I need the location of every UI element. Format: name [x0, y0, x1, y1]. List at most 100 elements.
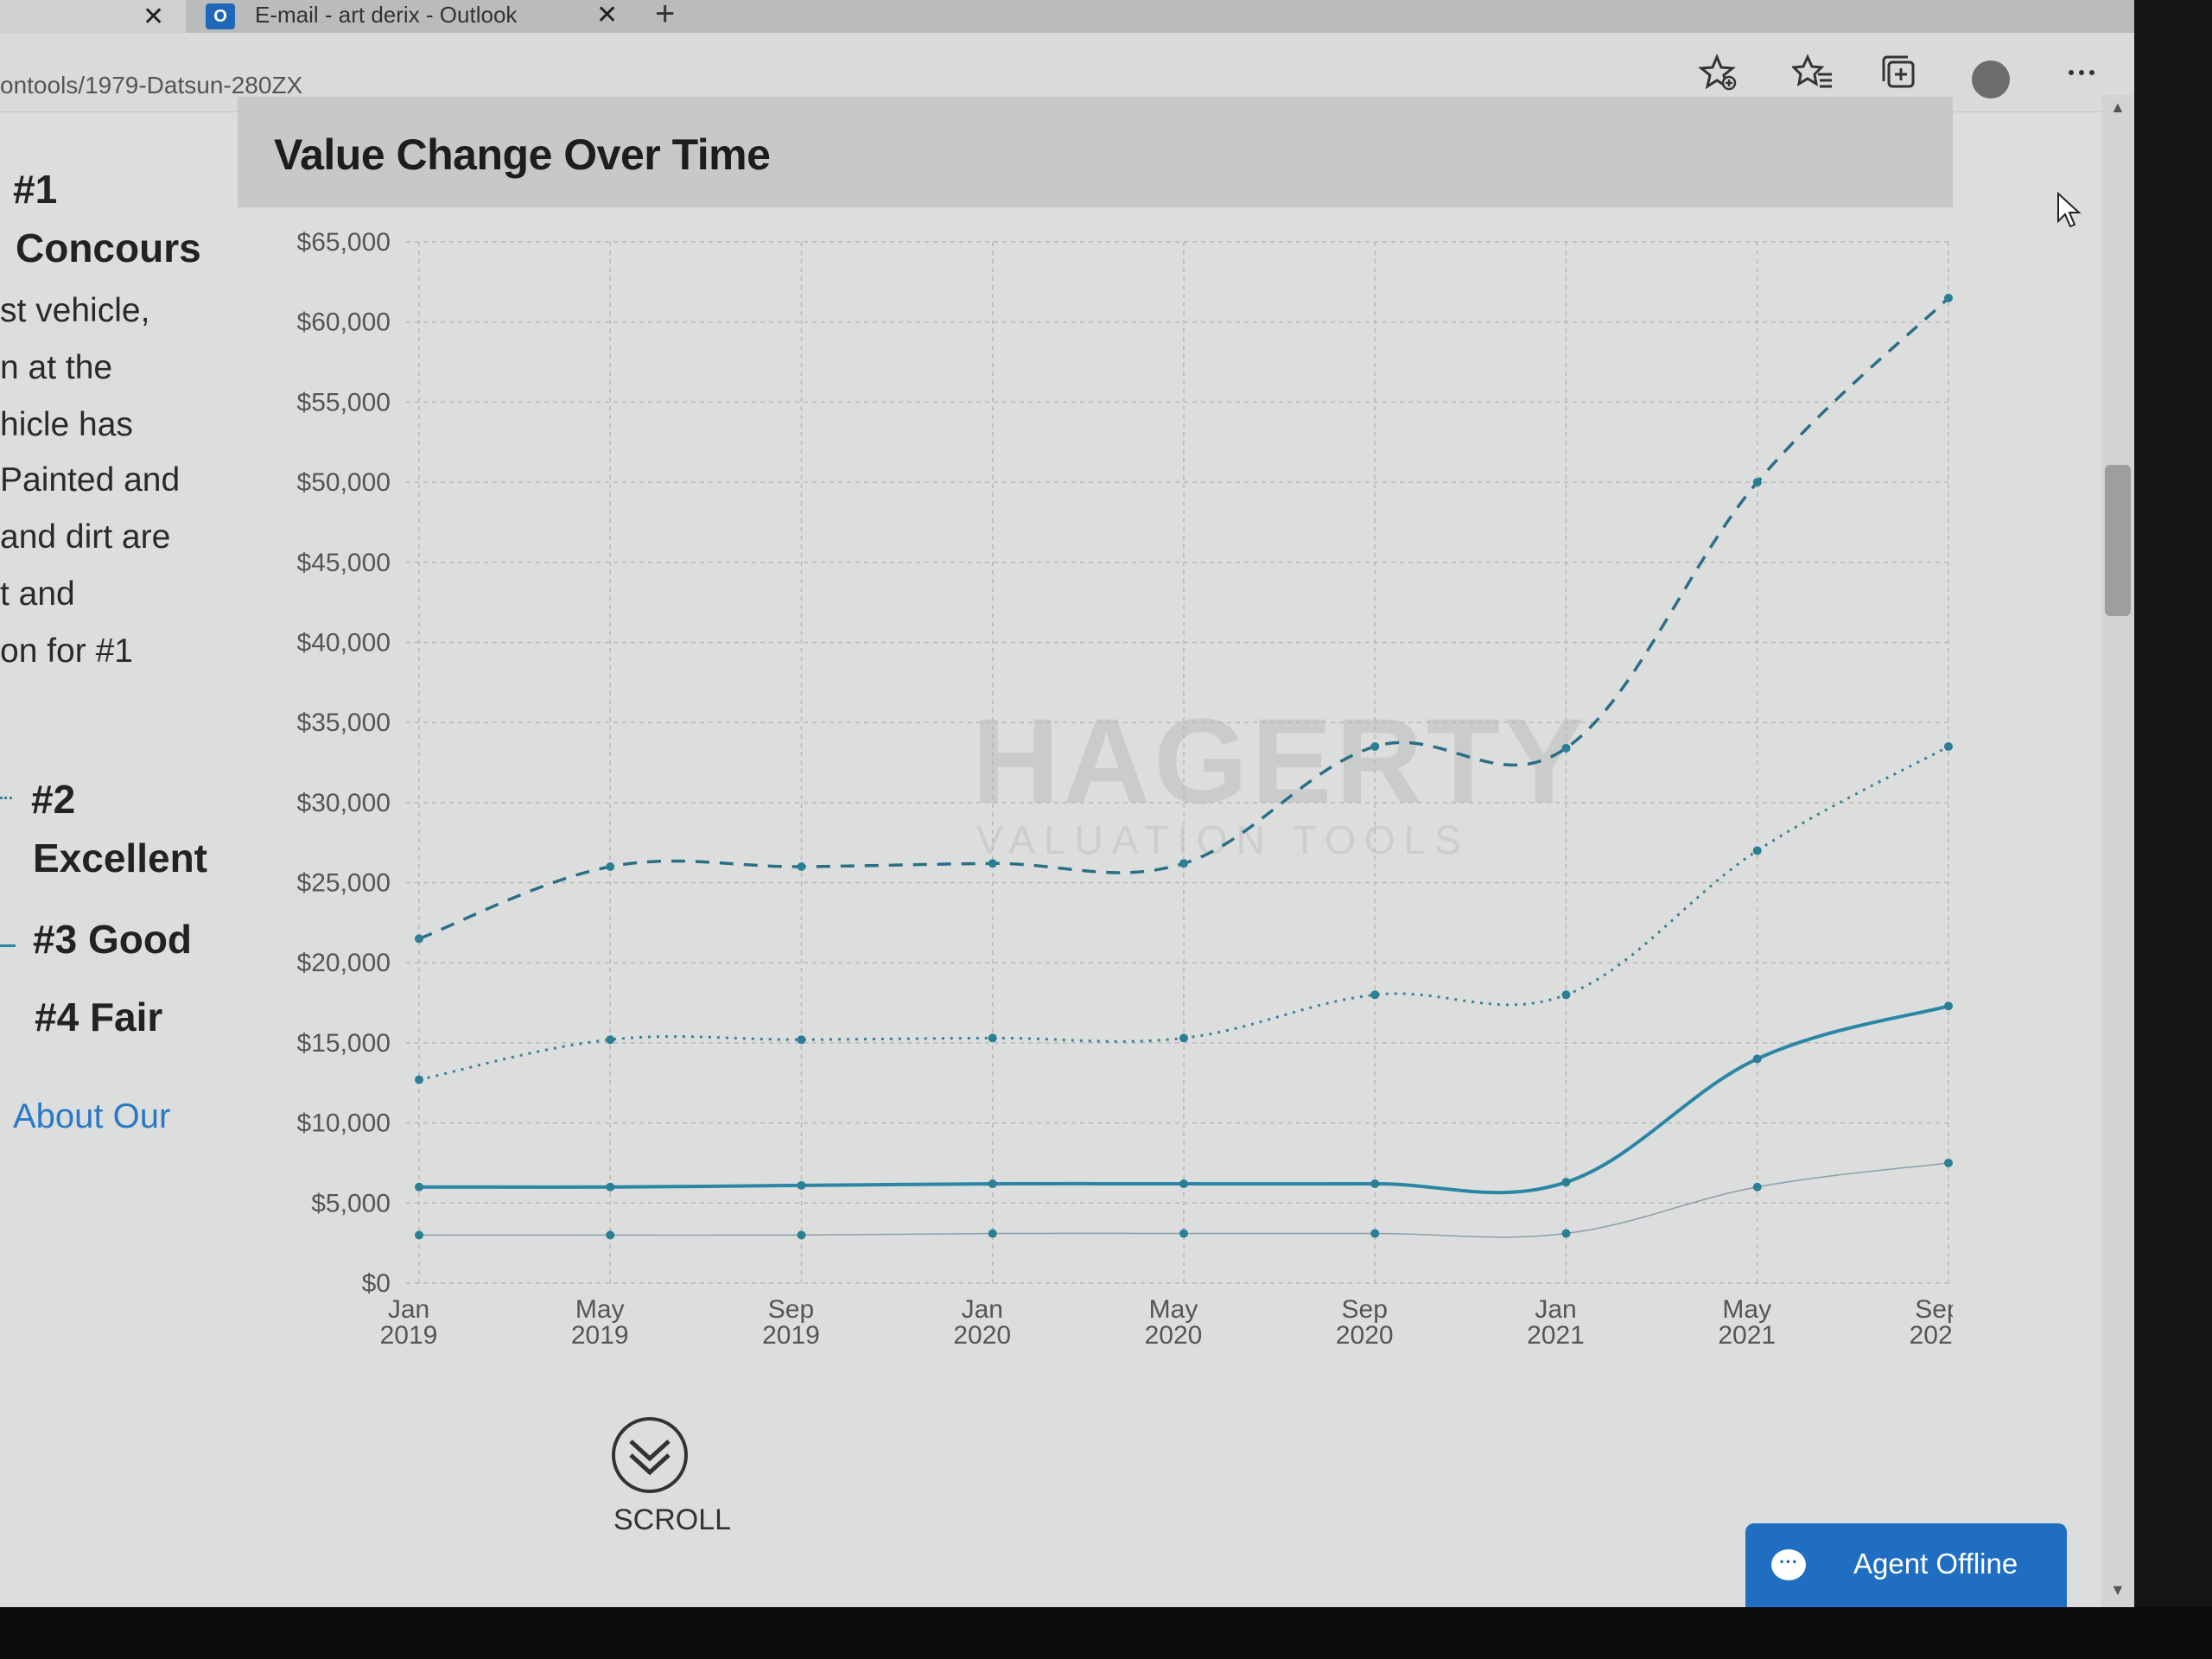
data-point — [797, 1180, 806, 1190]
scrollbar-thumb[interactable] — [2105, 465, 2131, 616]
series-line-thin — [419, 1162, 1949, 1238]
condition-legend-panel: #1 Concours st vehicle, n at the hicle h… — [0, 130, 233, 1166]
data-point — [1752, 846, 1762, 855]
y-tick-label: $15,000 — [297, 1029, 391, 1058]
y-tick-label: $65,000 — [297, 228, 391, 257]
x-tick-label: Sep — [1915, 1295, 1953, 1324]
description-line: hicle has — [0, 406, 133, 443]
scroll-label[interactable]: SCROLL — [613, 1503, 732, 1536]
y-tick-label: $5,000 — [311, 1189, 391, 1217]
data-point — [988, 1229, 997, 1238]
hagerty-watermark-sub: VALUATION TOOLS — [976, 817, 1470, 862]
outlook-icon: O — [206, 3, 235, 29]
data-point — [606, 1182, 615, 1192]
description-line: t and — [0, 575, 75, 613]
good-label: #3 Good — [33, 917, 193, 962]
x-tick-label: May — [575, 1295, 625, 1324]
data-point — [988, 1179, 997, 1189]
data-point — [1370, 741, 1380, 751]
data-point — [1944, 1158, 1953, 1167]
x-tick-label: Jan — [388, 1295, 429, 1324]
description-line: and dirt are — [0, 518, 171, 556]
series-line-dashed — [418, 296, 1950, 941]
favorites-icon[interactable] — [1790, 52, 1834, 93]
description-line: on for #1 — [0, 632, 133, 670]
tab-outlook[interactable]: O E-mail - art derix - Outlook ✕ — [190, 0, 635, 33]
fair-label: #4 Fair — [35, 995, 163, 1039]
monitor-bezel-right — [2134, 0, 2212, 1659]
data-point — [1179, 1033, 1188, 1043]
x-tick-label: 2020 — [1336, 1321, 1394, 1350]
data-point — [1944, 1001, 1953, 1011]
data-point — [1561, 743, 1571, 753]
data-point — [1752, 1182, 1762, 1192]
chat-status-label: Agent Offline — [1853, 1548, 2018, 1580]
data-point — [1179, 1179, 1188, 1189]
y-tick-label: $45,000 — [297, 549, 391, 577]
address-bar[interactable]: ontools/1979-Datsun-280ZX — [0, 72, 303, 99]
data-point — [606, 1230, 615, 1240]
excellent-number: #2 — [31, 777, 76, 822]
x-tick-label: 2021 — [1527, 1321, 1585, 1350]
x-tick-label: 2020 — [953, 1321, 1011, 1350]
scroll-down-arrow-icon[interactable]: ▼ — [2110, 1581, 2126, 1599]
concours-label: Concours — [16, 226, 201, 270]
description-line: n at the — [0, 349, 113, 386]
data-point — [1179, 859, 1188, 868]
browser-screen: ✕ O E-mail - art derix - Outlook ✕ + ont… — [0, 0, 2134, 1607]
x-tick-label: 2021 — [1718, 1321, 1776, 1350]
tab-title: E-mail - art derix - Outlook — [255, 2, 518, 28]
scroll-down-icon[interactable] — [612, 1417, 688, 1493]
close-tab-icon[interactable]: ✕ — [596, 1, 619, 29]
data-point — [1944, 293, 1953, 302]
data-point — [1561, 1178, 1571, 1187]
x-tick-label: 2021 — [1910, 1321, 1953, 1350]
about-valuations-link[interactable]: About Our — [13, 1097, 171, 1135]
good-legend-swatch — [0, 944, 16, 947]
page-scrollbar[interactable]: ▲ ▼ — [2101, 95, 2134, 1607]
x-tick-label: May — [1722, 1295, 1771, 1324]
profile-icon[interactable] — [1972, 60, 2010, 99]
monitor-bezel-bottom — [0, 1607, 2212, 1659]
chart-header: Value Change Over Time — [238, 97, 1953, 207]
data-point — [797, 862, 806, 871]
tab-previous[interactable]: ✕ — [0, 0, 186, 33]
y-tick-label: $0 — [362, 1269, 391, 1298]
x-tick-label: 2019 — [380, 1321, 438, 1350]
y-tick-label: $60,000 — [297, 308, 391, 337]
x-tick-label: Sep — [1342, 1295, 1388, 1324]
close-tab-icon[interactable]: ✕ — [143, 3, 165, 31]
y-tick-label: $10,000 — [297, 1109, 391, 1138]
description-line: st vehicle, — [0, 292, 150, 329]
data-point — [1370, 990, 1380, 1000]
x-tick-label: Jan — [1535, 1295, 1576, 1324]
y-tick-label: $30,000 — [297, 789, 391, 817]
data-point — [797, 1230, 806, 1240]
y-tick-label: $55,000 — [297, 388, 391, 416]
more-icon[interactable] — [2061, 52, 2102, 93]
x-tick-label: May — [1149, 1295, 1198, 1324]
description-line: Painted and — [0, 461, 181, 499]
data-point — [988, 1033, 997, 1043]
data-point — [797, 1035, 806, 1045]
new-tab-button[interactable]: + — [655, 0, 676, 33]
scroll-up-arrow-icon[interactable]: ▲ — [2110, 99, 2126, 116]
data-point — [606, 1035, 615, 1045]
data-point — [1370, 1229, 1380, 1238]
value-chart: $0 $5,000 $10,000 $15,000 $20,000 $25,000 $30,… — [297, 228, 1953, 1350]
chat-agent-button[interactable]: ··· Agent Offline — [1745, 1523, 2067, 1607]
collections-icon[interactable] — [1878, 52, 1920, 93]
x-tick-label: Jan — [962, 1295, 1003, 1324]
add-favorite-icon[interactable] — [1698, 52, 1739, 93]
data-point — [415, 1230, 423, 1240]
mouse-cursor-icon — [2057, 192, 2082, 228]
tab-strip: ✕ O E-mail - art derix - Outlook ✕ + — [0, 0, 2134, 33]
series-line-solid — [418, 1004, 1949, 1195]
data-point — [606, 862, 615, 871]
x-tick-label: Sep — [768, 1295, 814, 1324]
y-tick-label: $50,000 — [297, 468, 391, 497]
excellent-legend-swatch — [0, 797, 12, 799]
data-point — [415, 1075, 423, 1084]
data-point — [988, 859, 997, 868]
y-tick-label: $20,000 — [297, 949, 391, 977]
